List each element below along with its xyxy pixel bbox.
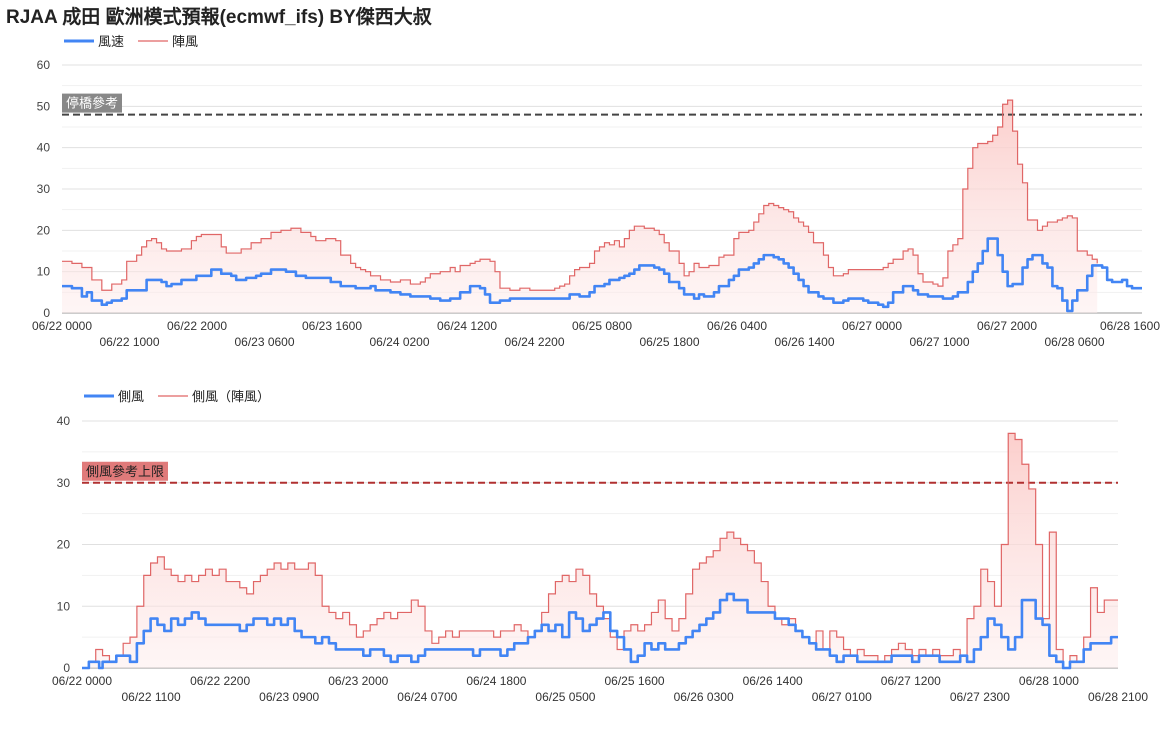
x-tick-labels: 06/22 0000 06/22 2200 06/23 2000 06/24 1800… xyxy=(52,674,1148,704)
legend-label-crosswind: 側風 xyxy=(118,389,144,404)
x-tick-label: 06/26 1400 xyxy=(743,674,803,688)
x-tick-label: 06/27 0100 xyxy=(812,690,872,704)
x-tick-label: 06/27 2300 xyxy=(950,690,1010,704)
x-tick-label: 06/28 2100 xyxy=(1088,690,1148,704)
x-tick-label: 06/27 1200 xyxy=(881,674,941,688)
y-tick-label: 40 xyxy=(37,141,51,155)
y-tick-label: 40 xyxy=(57,414,71,428)
x-tick-label: 06/26 1400 xyxy=(774,335,834,349)
y-tick-label: 10 xyxy=(57,599,71,613)
y-tick-label: 60 xyxy=(37,58,51,72)
x-tick-label: 06/28 0600 xyxy=(1044,335,1104,349)
x-tick-label: 06/26 0400 xyxy=(707,319,767,333)
reference-label-background xyxy=(82,461,168,481)
legend: 側風 側風（陣風） xyxy=(84,389,270,404)
x-tick-label: 06/25 0500 xyxy=(535,690,595,704)
gust-area-fill xyxy=(82,433,1118,668)
reference-line: 停橋參考 xyxy=(62,93,1142,116)
gust-area-fill xyxy=(62,100,1098,313)
x-tick-label: 06/23 0600 xyxy=(234,335,294,349)
y-tick-label: 20 xyxy=(37,223,51,237)
x-tick-label: 06/22 1000 xyxy=(99,335,159,349)
gust-area xyxy=(62,100,1098,313)
y-tick-label: 50 xyxy=(37,99,51,113)
y-tick-label: 20 xyxy=(57,538,71,552)
series-line-gust xyxy=(62,99,1098,291)
x-tick-label: 06/27 2000 xyxy=(977,319,1037,333)
y-tick-label: 10 xyxy=(37,265,51,279)
x-tick-label: 06/22 0000 xyxy=(52,674,112,688)
x-tick-label: 06/25 1600 xyxy=(605,674,665,688)
reference-line-label: 側風參考上限 xyxy=(86,464,164,479)
x-tick-label: 06/23 1600 xyxy=(302,319,362,333)
legend-label-gust: 陣風 xyxy=(172,34,198,49)
y-tick-label: 30 xyxy=(37,182,51,196)
x-tick-label: 06/25 1800 xyxy=(639,335,699,349)
y-tick-label: 30 xyxy=(57,476,71,490)
y-tick-labels: 0 10 20 30 40 50 60 xyxy=(37,58,51,320)
x-tick-label: 06/22 2000 xyxy=(167,319,227,333)
x-tick-label: 06/27 1000 xyxy=(909,335,969,349)
x-tick-label: 06/24 1200 xyxy=(437,319,497,333)
reference-line: 側風參考上限 xyxy=(82,461,1118,484)
series-lines xyxy=(62,99,1142,313)
legend-label-crosswind-gust: 側風（陣風） xyxy=(192,389,270,404)
gust-area xyxy=(82,433,1118,668)
x-tick-label: 06/22 1100 xyxy=(121,690,180,704)
legend: 風速 陣風 xyxy=(64,34,198,49)
series-lines xyxy=(82,432,1118,670)
x-tick-label: 06/24 1800 xyxy=(466,674,526,688)
x-tick-label: 06/22 2200 xyxy=(190,674,250,688)
x-tick-label: 06/24 2200 xyxy=(504,335,564,349)
x-tick-label: 06/28 1600 xyxy=(1100,319,1160,333)
x-tick-label: 06/24 0200 xyxy=(369,335,429,349)
x-tick-label: 06/23 2000 xyxy=(328,674,388,688)
x-tick-label: 06/24 0700 xyxy=(397,690,457,704)
reference-line-label: 停橋參考 xyxy=(66,96,118,111)
page-title: RJAA 成田 歐洲模式預報(ecmwf_ifs) BY傑西大叔 xyxy=(6,7,432,28)
x-tick-label: 06/28 1000 xyxy=(1019,674,1079,688)
y-tick-labels: 0 10 20 30 40 xyxy=(57,414,71,675)
legend-label-wind: 風速 xyxy=(98,34,124,49)
x-tick-label: 06/27 0000 xyxy=(842,319,902,333)
reference-label-background xyxy=(62,93,122,113)
x-tick-label: 06/22 0000 xyxy=(32,319,92,333)
series-line-wind xyxy=(62,237,1142,313)
x-tick-label: 06/23 0900 xyxy=(259,690,319,704)
y-tick-label: 0 xyxy=(43,306,50,320)
series-line-wind xyxy=(82,592,1118,670)
x-tick-labels: 06/22 0000 06/22 2000 06/23 1600 06/24 1200… xyxy=(32,319,1160,349)
y-tick-label: 0 xyxy=(63,661,70,675)
x-tick-label: 06/25 0800 xyxy=(572,319,632,333)
x-tick-label: 06/26 0300 xyxy=(674,690,734,704)
